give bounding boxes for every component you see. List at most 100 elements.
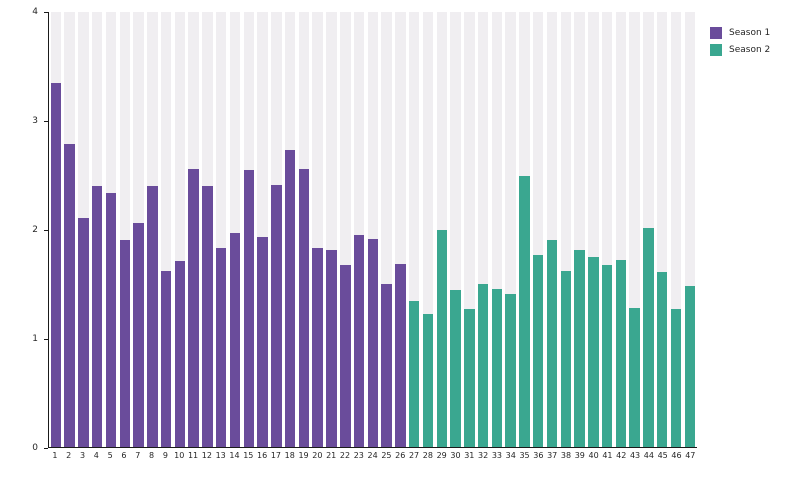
bar-7-season-1: [133, 222, 144, 447]
bar-22-season-1: [340, 265, 351, 447]
bar-3-season-1: [78, 217, 89, 447]
bar-slot-3: [77, 12, 91, 447]
bar-33-season-2: [491, 289, 503, 447]
background-band: [491, 12, 503, 447]
x-tick-label-9: 9: [162, 451, 168, 460]
x-tick-label-8: 8: [149, 451, 155, 460]
bar-slot-4: [90, 12, 104, 447]
bar-34-season-2: [505, 293, 516, 447]
x-tick-label-23: 23: [353, 451, 364, 460]
bar-slot-2: [63, 12, 77, 447]
x-tick-label-28: 28: [422, 451, 433, 460]
y-tick-mark-1: [44, 339, 48, 340]
bar-slot-38: [559, 12, 573, 447]
background-band: [505, 12, 516, 447]
background-band: [395, 12, 406, 447]
bar-29-season-2: [436, 229, 447, 447]
bar-slot-11: [187, 12, 201, 447]
legend-label: Season 1: [729, 28, 771, 38]
bar-44-season-2: [643, 228, 654, 447]
background-band: [588, 12, 599, 447]
x-tick-label-13: 13: [215, 451, 226, 460]
background-band: [629, 12, 640, 447]
bar-slot-37: [545, 12, 559, 447]
background-band: [119, 12, 131, 447]
bar-slot-6: [118, 12, 132, 447]
bar-4-season-1: [91, 186, 103, 447]
x-tick-label-21: 21: [326, 451, 337, 460]
bar-slot-35: [518, 12, 532, 447]
y-tick-mark-0: [44, 448, 48, 449]
bar-9-season-1: [160, 270, 172, 447]
bar-slot-31: [462, 12, 476, 447]
bar-slot-13: [214, 12, 228, 447]
bar-47-season-2: [684, 286, 696, 447]
x-tick-label-44: 44: [643, 451, 654, 460]
bar-31-season-2: [464, 308, 475, 447]
x-tick-label-30: 30: [450, 451, 461, 460]
y-tick-label-1: 1: [32, 334, 38, 344]
bar-24-season-1: [367, 239, 379, 447]
bar-40-season-2: [588, 256, 599, 447]
bar-28-season-2: [422, 314, 434, 447]
bar-slot-1: [49, 12, 63, 447]
bar-18-season-1: [284, 150, 296, 447]
bar-slot-8: [145, 12, 159, 447]
legend-swatch-season-1: [710, 27, 722, 39]
bar-25-season-1: [381, 283, 392, 447]
bar-slot-40: [586, 12, 600, 447]
bar-slot-18: [283, 12, 297, 447]
bar-slot-29: [435, 12, 449, 447]
x-tick-label-4: 4: [93, 451, 99, 460]
y-tick-label-3: 3: [32, 116, 38, 126]
background-band: [229, 12, 241, 447]
legend-entry-season-2: Season 2: [710, 44, 770, 56]
bar-36-season-2: [532, 254, 544, 447]
bar-10-season-1: [174, 261, 186, 447]
background-band: [312, 12, 323, 447]
x-axis: 1 2 3 4 5 6 7 8 9 10 11 12 13 14 15 16 17 18 19 20 21 22 23 24 2…: [48, 451, 697, 461]
bar-32-season-2: [477, 283, 489, 447]
x-tick-label-17: 17: [270, 451, 281, 460]
bar-23-season-1: [353, 234, 365, 447]
background-band: [574, 12, 585, 447]
bar-46-season-2: [670, 308, 682, 447]
x-tick-label-42: 42: [616, 451, 627, 460]
bar-42-season-2: [615, 259, 627, 447]
bar-19-season-1: [298, 168, 310, 447]
bar-slot-45: [655, 12, 669, 447]
x-tick-label-5: 5: [107, 451, 113, 460]
x-tick-label-19: 19: [298, 451, 309, 460]
background-band: [464, 12, 475, 447]
legend-entry-season-1: Season 1: [710, 27, 770, 39]
bar-26-season-1: [395, 264, 406, 447]
x-tick-label-39: 39: [574, 451, 585, 460]
bar-slot-9: [159, 12, 173, 447]
bar-14-season-1: [229, 232, 241, 447]
background-band: [174, 12, 186, 447]
bar-slot-19: [297, 12, 311, 447]
background-band: [657, 12, 668, 447]
bar-39-season-2: [574, 250, 585, 447]
bar-38-season-2: [560, 270, 572, 447]
background-band: [546, 12, 558, 447]
legend: Season 1 Season 2: [710, 27, 770, 56]
x-tick-label-35: 35: [519, 451, 530, 460]
x-tick-label-15: 15: [243, 451, 254, 460]
bar-slot-41: [600, 12, 614, 447]
x-tick-label-33: 33: [491, 451, 502, 460]
x-tick-label-25: 25: [381, 451, 392, 460]
y-tick-mark-3: [44, 121, 48, 122]
background-band: [408, 12, 420, 447]
bar-slot-44: [642, 12, 656, 447]
x-tick-label-31: 31: [464, 451, 475, 460]
bar-slot-24: [366, 12, 380, 447]
background-band: [353, 12, 365, 447]
background-band: [381, 12, 392, 447]
bar-35-season-2: [519, 176, 530, 447]
bar-slot-30: [449, 12, 463, 447]
x-tick-label-38: 38: [560, 451, 572, 460]
x-tick-label-47: 47: [685, 451, 696, 460]
x-tick-label-18: 18: [284, 451, 295, 460]
